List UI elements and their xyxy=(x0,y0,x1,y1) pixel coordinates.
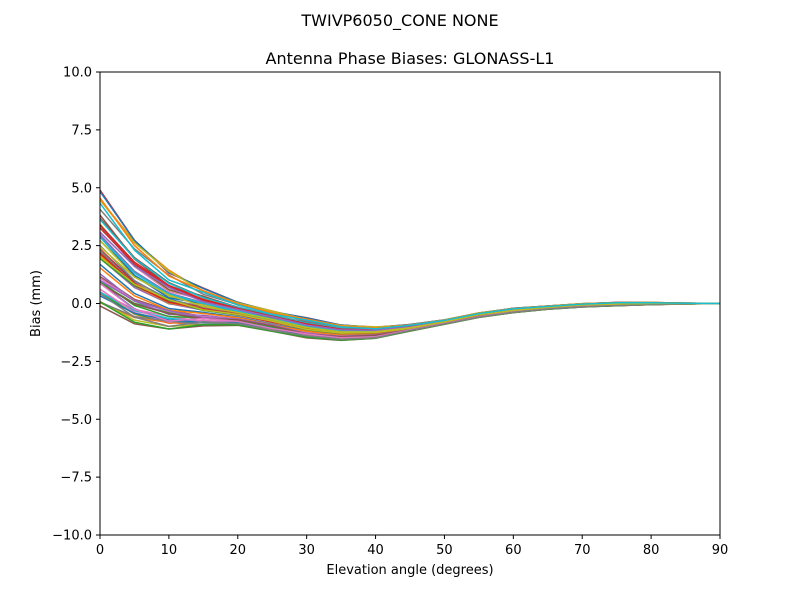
y-axis-label: Bias (mm) xyxy=(29,270,44,337)
x-tick-label: 0 xyxy=(96,543,104,558)
x-axis-label: Elevation angle (degrees) xyxy=(326,563,493,578)
y-tick-label: 10.0 xyxy=(63,66,92,81)
figure-suptitle: TWIVP6050_CONE NONE xyxy=(300,11,498,31)
x-tick-label: 50 xyxy=(436,543,453,558)
y-axis: −10.0 −7.5 −5.0 −2.5 0.0 2.5 5.0 7.5 10.0 xyxy=(52,66,100,544)
y-tick-label: 5.0 xyxy=(71,181,92,196)
x-tick-label: 10 xyxy=(161,543,178,558)
y-tick-label: −2.5 xyxy=(60,355,92,370)
x-tick-label: 80 xyxy=(643,543,660,558)
y-tick-label: 7.5 xyxy=(71,123,92,138)
y-tick-label: −10.0 xyxy=(52,529,92,544)
x-tick-label: 30 xyxy=(298,543,315,558)
x-tick-label: 40 xyxy=(367,543,384,558)
x-tick-label: 90 xyxy=(712,543,729,558)
y-tick-label: 2.5 xyxy=(71,239,92,254)
series-line xyxy=(99,246,721,333)
x-axis: 0 10 20 30 40 50 60 70 80 90 xyxy=(96,535,728,558)
x-tick-label: 60 xyxy=(505,543,522,558)
series-line xyxy=(99,293,721,340)
series-line xyxy=(99,208,721,329)
y-tick-label: −5.0 xyxy=(60,413,92,428)
chart-title: Antenna Phase Biases: GLONASS-L1 xyxy=(266,49,555,68)
plot-lines xyxy=(99,189,721,342)
y-tick-label: 0.0 xyxy=(71,297,92,312)
x-tick-label: 70 xyxy=(574,543,591,558)
x-tick-label: 20 xyxy=(230,543,247,558)
y-tick-label: −7.5 xyxy=(60,471,92,486)
series-line xyxy=(99,202,721,330)
